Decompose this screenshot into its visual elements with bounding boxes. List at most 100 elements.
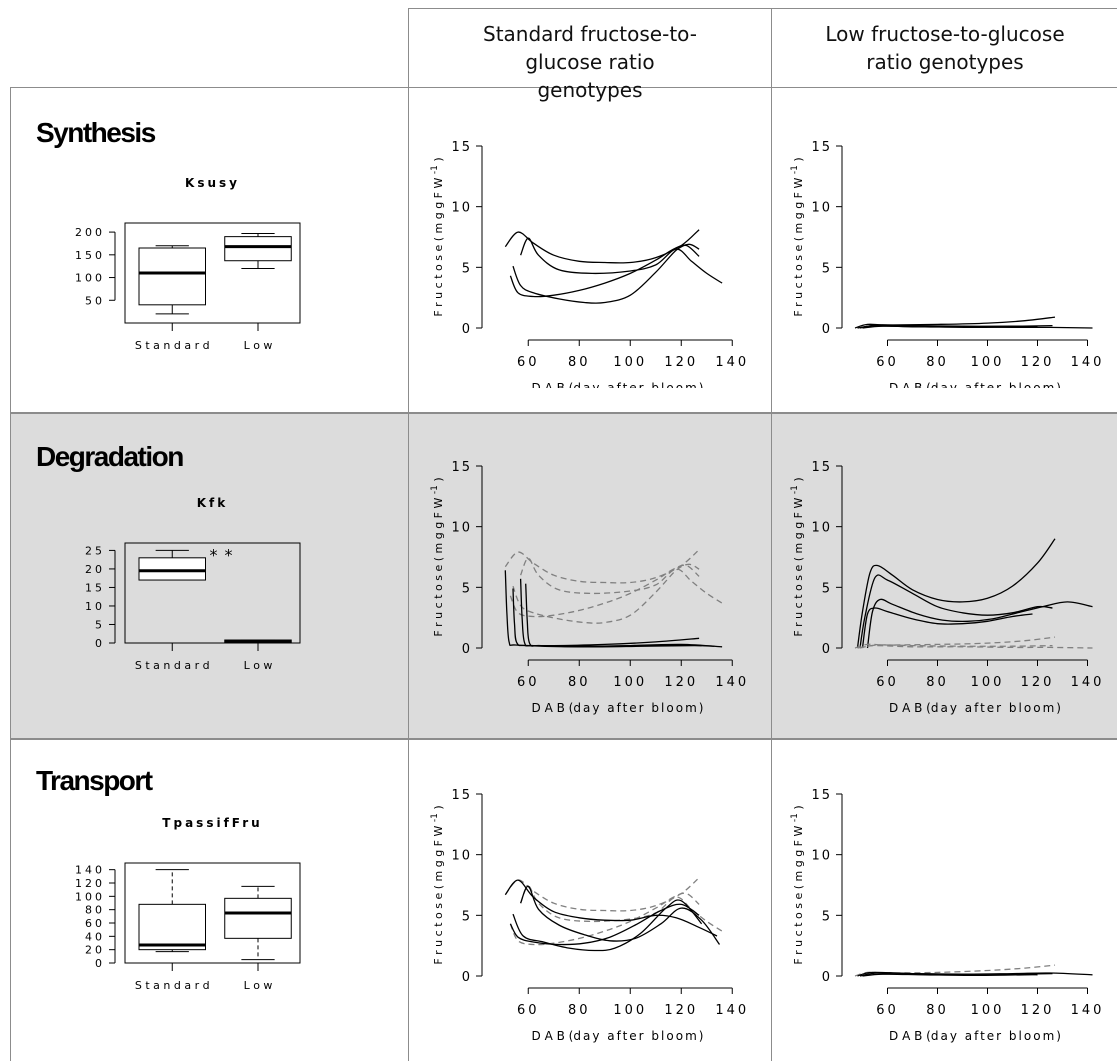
y-tick-label: 10 — [811, 521, 832, 536]
y-tick-label: 15 — [811, 460, 832, 475]
box-iqr — [138, 903, 206, 951]
line-plot-synthesis-standard: 60 80 100 120 140 0 5 10 15 D A B (day after bloo… — [430, 140, 749, 388]
y-tick-label: 0 — [95, 957, 105, 970]
line-plot-synthesis-low: 60 80 100 120 140 0 5 10 15 D A B (day after bloo… — [790, 140, 1101, 388]
x-tick-label: 140 — [715, 675, 749, 690]
x-tick-label: 60 — [517, 355, 540, 370]
x-tick-label: 100 — [971, 1003, 1005, 1018]
x-category-label: S t a n d a r d — [135, 659, 210, 672]
y-tick-label: 15 — [451, 140, 472, 155]
x-tick-label: 140 — [1071, 1003, 1105, 1018]
x-tick-label: 80 — [926, 355, 949, 370]
x-tick-label: 100 — [971, 355, 1005, 370]
y-tick-label: 5 — [462, 261, 472, 276]
solid-curve-2 — [859, 324, 1053, 329]
y-tick-label: 10 — [451, 201, 472, 216]
solid-curve-1 — [519, 237, 723, 284]
y-tick-label: 150 — [75, 249, 105, 262]
solid-curve-4 — [519, 885, 721, 945]
y-tick-label: 100 — [75, 890, 105, 903]
y-tick-label: 25 — [85, 544, 105, 557]
y-tick-label: 15 — [451, 788, 472, 803]
solid-curve-4 — [504, 570, 700, 647]
line-plot-transport-low: 60 80 100 120 140 0 5 10 15 D A B (day after bloo… — [790, 788, 1105, 1043]
y-tick-label: 0 — [462, 322, 472, 337]
x-tick-label: 120 — [1021, 675, 1055, 690]
dashed-curve-0 — [504, 877, 700, 912]
solid-curve-3 — [866, 598, 1093, 649]
y-tick-label: 10 — [451, 521, 472, 536]
box-iqr — [138, 557, 206, 581]
x-tick-label: 60 — [517, 1003, 540, 1018]
x-tick-label: 80 — [568, 675, 591, 690]
solid-curve-2 — [859, 972, 1053, 977]
x-tick-label: 80 — [568, 355, 591, 370]
y-tick-label: 200 — [75, 226, 105, 239]
solid-curve-3 — [862, 973, 1038, 977]
y-tick-label: 5 — [822, 909, 832, 924]
y-tick-label: 10 — [811, 201, 832, 216]
x-tick-label: 80 — [926, 1003, 949, 1018]
row-title-transport: Transport — [36, 765, 153, 796]
boxplot-title: Kfk — [197, 496, 229, 510]
y-tick-label: 5 — [95, 618, 105, 631]
y-tick-label: 10 — [451, 849, 472, 864]
x-tick-label: 120 — [664, 1003, 698, 1018]
y-tick-label: 0 — [822, 322, 832, 337]
y-tick-label: 50 — [85, 294, 105, 307]
x-tick-label: 80 — [568, 1003, 591, 1018]
y-tick-label: 60 — [85, 917, 105, 930]
solid-curve-0 — [856, 538, 1056, 649]
dashed-curve-0 — [504, 549, 700, 584]
solid-curve-2 — [861, 607, 1033, 649]
column-header-standard: Standard fructose-to-glucose ratio genot… — [483, 22, 697, 102]
solid-curve-3 — [504, 879, 718, 937]
y-tick-label: 10 — [85, 600, 105, 613]
y-tick-label: 0 — [822, 970, 832, 985]
x-axis-label: D A B (day after bloom) — [532, 701, 704, 715]
x-tick-label: 140 — [715, 1003, 749, 1018]
x-tick-label: 60 — [876, 355, 899, 370]
y-tick-label: 80 — [85, 904, 105, 917]
x-tick-label: 120 — [1021, 355, 1055, 370]
x-tick-label: 140 — [715, 355, 749, 370]
boxplot-ksusy: Ksusy 50 100 150 200 S t a n d a r d L o w — [75, 176, 301, 352]
outlier-marker: * — [210, 545, 218, 564]
line-plot-degradation-standard: 60 80 100 120 140 0 5 10 15 D A B (day after bloo… — [430, 460, 749, 715]
solid-curve-3 — [862, 325, 1038, 329]
solid-curve-5 — [512, 588, 723, 648]
x-tick-label: 80 — [926, 675, 949, 690]
x-category-label: L o w — [244, 979, 273, 992]
x-axis-label: D A B (day after bloom) — [532, 381, 704, 388]
outlier-marker: * — [225, 545, 233, 564]
solid-curve-2 — [509, 244, 700, 298]
y-tick-label: 10 — [811, 849, 832, 864]
solid-curve-5 — [509, 903, 700, 946]
x-category-label: S t a n d a r d — [135, 339, 210, 352]
x-tick-label: 120 — [664, 355, 698, 370]
y-tick-label: 20 — [85, 944, 105, 957]
plot-frame — [124, 542, 301, 644]
solid-curve-1 — [859, 574, 1053, 649]
y-axis-label: F r u c t o s e ( m g g F W -1 ) — [790, 157, 805, 316]
boxplot-kfk: Kfk 0 5 10 15 20 25 * * S t a n d a r d L o w — [85, 496, 301, 672]
x-axis-label: D A B (day after bloom) — [532, 1029, 704, 1043]
x-category-label: L o w — [244, 659, 273, 672]
grid-line-col2 — [771, 8, 772, 1061]
boxplot-title: Ksusy — [185, 176, 240, 190]
grid-line-header — [10, 87, 1117, 88]
line-plot-degradation-low: 60 80 100 120 140 0 5 10 15 D A B (day after bloo… — [790, 460, 1105, 715]
x-tick-label: 140 — [1071, 675, 1105, 690]
box-iqr — [224, 236, 292, 262]
y-axis-label: F r u c t o s e ( m g g F W -1 ) — [430, 477, 445, 636]
grid-line-col1 — [408, 8, 409, 1061]
solid-curve-6 — [512, 899, 703, 952]
dashed-curve-4 — [854, 636, 1056, 649]
solid-curve-7 — [525, 583, 715, 648]
y-tick-label: 40 — [85, 930, 105, 943]
solid-curve-3 — [512, 243, 700, 304]
x-tick-label: 100 — [613, 675, 647, 690]
box-iqr — [224, 897, 292, 939]
x-axis-label: D A B (day after bloom) — [889, 701, 1061, 715]
